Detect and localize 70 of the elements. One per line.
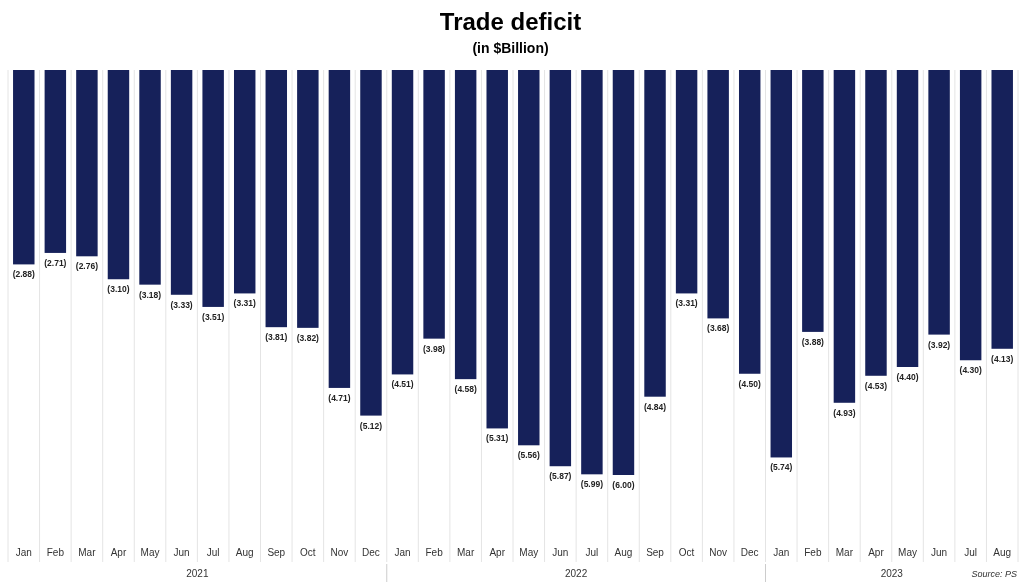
- data-label: (3.81): [265, 332, 288, 343]
- data-label: (4.40): [896, 372, 919, 382]
- data-label: (3.18): [138, 289, 162, 300]
- x-tick-label: Nov: [709, 547, 728, 558]
- data-label: (6.00): [612, 480, 635, 490]
- x-tick-label: Dec: [740, 547, 759, 558]
- x-tick-label: Jun: [931, 547, 948, 558]
- x-tick-label: Feb: [46, 547, 65, 558]
- data-label: (5.99): [580, 479, 604, 490]
- x-tick-label: Oct: [300, 547, 316, 558]
- data-label: (4.84): [643, 401, 667, 412]
- text: 2023: [880, 568, 904, 579]
- data-label: (3.82): [296, 332, 320, 343]
- x-tick-label: May: [898, 547, 917, 558]
- data-label: (3.10): [107, 284, 130, 295]
- x-tick-label: Apr: [489, 547, 506, 558]
- data-label: (3.98): [422, 343, 446, 354]
- data-label: (2.71): [44, 257, 67, 268]
- data-label: (4.71): [328, 392, 351, 403]
- source-note: Source: PS: [971, 569, 1017, 579]
- data-label: (4.53): [864, 380, 888, 391]
- text: 2022: [565, 568, 588, 579]
- data-label: (5.56): [517, 450, 541, 461]
- data-label: (2.88): [12, 269, 36, 280]
- x-tick-label: Aug: [614, 547, 633, 558]
- data-label: (3.68): [707, 323, 730, 334]
- x-tick-label: Jun: [173, 547, 190, 558]
- data-label: (3.88): [801, 336, 825, 347]
- x-tick-label: Nov: [330, 547, 349, 558]
- x-tick-label: Mar: [835, 547, 854, 558]
- data-label: (3.31): [233, 298, 256, 309]
- data-label: (4.50): [738, 378, 761, 389]
- x-tick-label: Sep: [267, 547, 286, 558]
- x-tick-label: Oct: [678, 547, 695, 558]
- x-tick-label: Mar: [78, 547, 97, 558]
- x-tick-label: Jan: [394, 547, 411, 558]
- x-tick-label: Apr: [868, 547, 885, 558]
- x-tick-label: Jun: [552, 547, 569, 558]
- data-label: (5.31): [486, 433, 509, 444]
- x-tick-label: Jul: [585, 547, 599, 558]
- x-tick-label: Dec: [362, 547, 380, 558]
- x-tick-label: Feb: [425, 547, 444, 558]
- x-tick-label: May: [140, 547, 160, 558]
- data-label: (3.33): [170, 299, 193, 310]
- x-tick-label: Jul: [964, 547, 978, 558]
- data-label: (3.92): [927, 339, 951, 350]
- x-tick-label: May: [519, 547, 539, 558]
- x-tick-label: Jan: [15, 547, 32, 558]
- data-label: (4.51): [391, 379, 414, 390]
- x-tick-label: Apr: [110, 547, 127, 558]
- x-tick-label: Jan: [773, 547, 790, 558]
- chart-title: Trade deficit: [439, 8, 582, 35]
- data-label: (5.74): [770, 462, 793, 473]
- data-label: (4.93): [833, 407, 856, 418]
- x-tick-label: Feb: [804, 547, 822, 558]
- data-label: (4.13): [991, 353, 1014, 364]
- x-tick-label: Jul: [206, 547, 220, 558]
- x-tick-label: Sep: [646, 547, 665, 558]
- data-label: (3.51): [202, 311, 225, 322]
- data-label: (5.12): [359, 420, 383, 431]
- data-label: (2.76): [75, 261, 99, 272]
- x-tick-label: Mar: [457, 547, 475, 558]
- data-label: (5.87): [549, 471, 572, 482]
- text: 2021: [186, 568, 209, 579]
- x-tick-label: Aug: [993, 547, 1012, 558]
- x-tick-label: Aug: [235, 547, 254, 558]
- data-label: (3.31): [675, 298, 698, 309]
- chart-subtitle: (in $Billion): [472, 40, 549, 56]
- data-label: (4.30): [959, 365, 982, 376]
- data-label: (4.58): [454, 384, 477, 395]
